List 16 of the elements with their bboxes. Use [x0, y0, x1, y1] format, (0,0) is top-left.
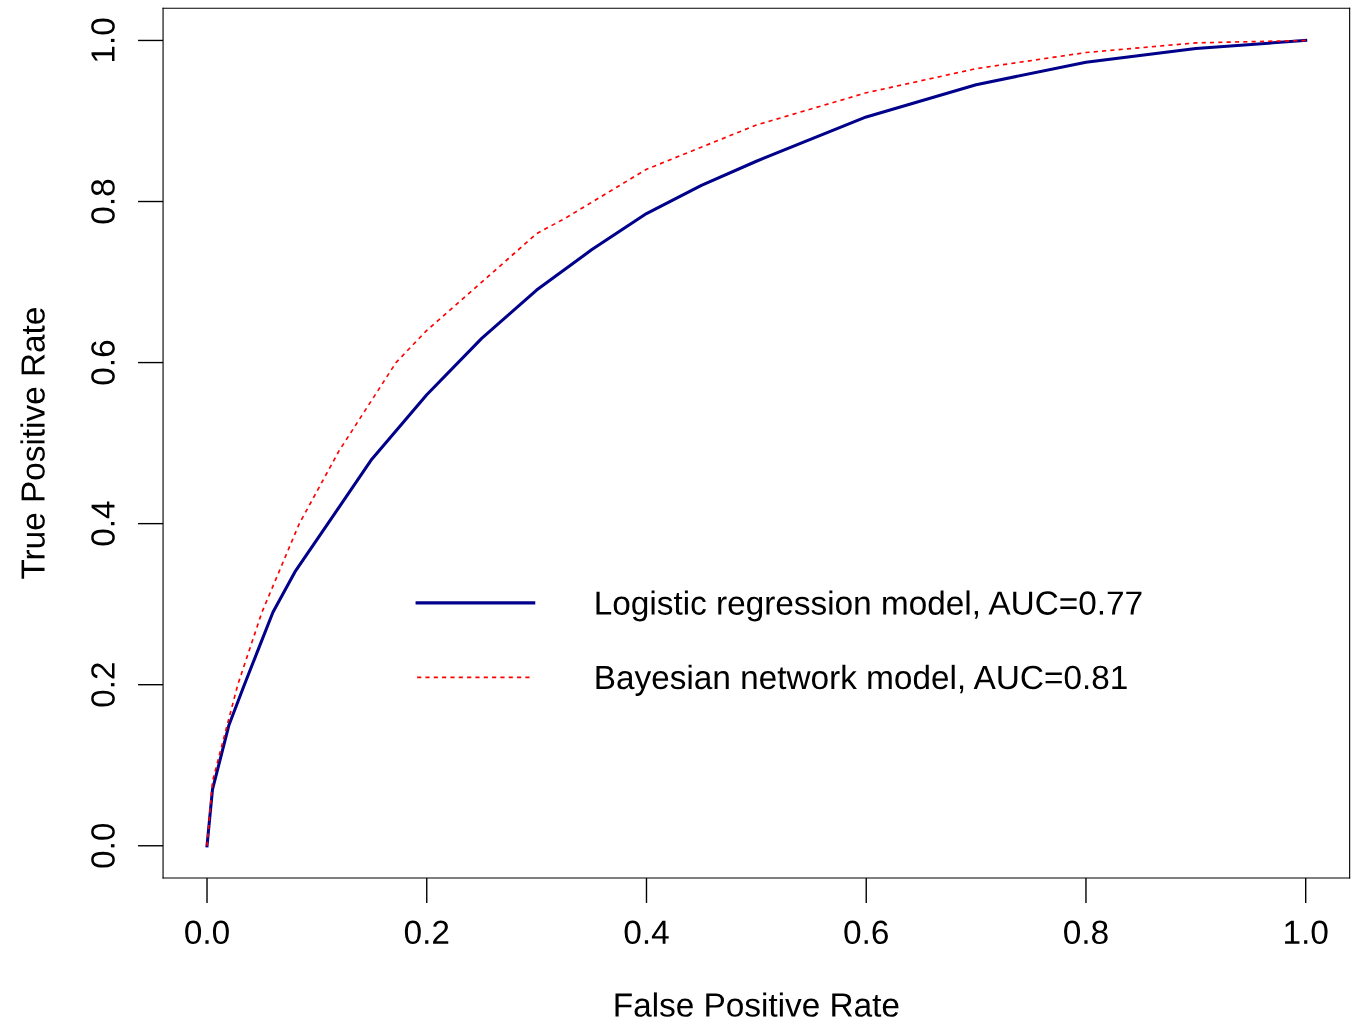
y-tick-label: 0.0 — [91, 823, 115, 868]
x-tick-label: 0.6 — [844, 920, 888, 945]
legend-label: Bayesian network model, AUC=0.81 — [596, 664, 1127, 696]
legend-label: Logistic regression model, AUC=0.77 — [596, 590, 1142, 622]
x-tick-label: 1.0 — [1285, 920, 1328, 945]
y-tick-label: 0.2 — [91, 663, 115, 707]
x-tick-label: 0.4 — [624, 920, 669, 945]
y-tick-label: 0.6 — [91, 340, 115, 385]
x-tick-label: 0.2 — [404, 920, 449, 945]
x-tick-label: 0.8 — [1064, 920, 1108, 945]
y-tick-label: 1.0 — [91, 18, 115, 62]
x-tick-label: 0.0 — [185, 920, 229, 945]
y-tick-label: 0.4 — [91, 501, 115, 546]
y-axis-title: True Positive Rate — [20, 308, 45, 579]
x-axis-title: False Positive Rate — [615, 992, 899, 1017]
y-tick-label: 0.8 — [91, 179, 115, 224]
